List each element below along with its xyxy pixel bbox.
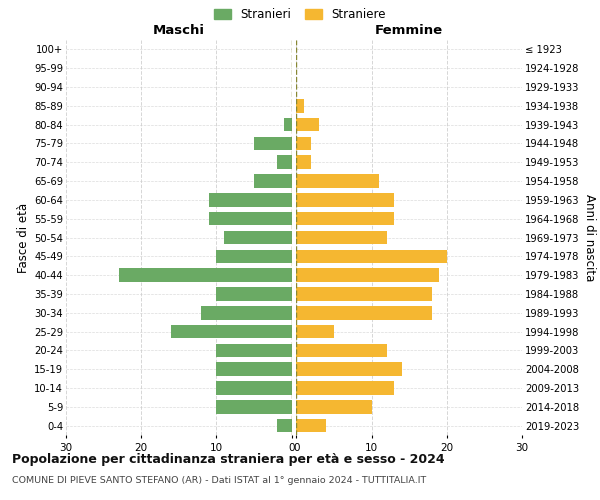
- Title: Maschi: Maschi: [153, 24, 205, 38]
- Bar: [119, 268, 292, 282]
- Bar: [296, 136, 311, 150]
- Bar: [217, 344, 292, 357]
- Bar: [296, 99, 304, 112]
- Bar: [217, 381, 292, 394]
- Bar: [296, 306, 432, 320]
- Bar: [217, 362, 292, 376]
- Bar: [296, 118, 319, 132]
- Y-axis label: Fasce di età: Fasce di età: [17, 202, 30, 272]
- Bar: [296, 400, 371, 413]
- Text: Popolazione per cittadinanza straniera per età e sesso - 2024: Popolazione per cittadinanza straniera p…: [12, 452, 445, 466]
- Bar: [224, 230, 292, 244]
- Title: Femmine: Femmine: [375, 24, 443, 38]
- Bar: [217, 287, 292, 300]
- Text: COMUNE DI PIEVE SANTO STEFANO (AR) - Dati ISTAT al 1° gennaio 2024 - TUTTITALIA.: COMUNE DI PIEVE SANTO STEFANO (AR) - Dat…: [12, 476, 426, 485]
- Bar: [296, 174, 379, 188]
- Bar: [296, 250, 447, 263]
- Bar: [296, 287, 432, 300]
- Bar: [202, 306, 292, 320]
- Bar: [209, 212, 292, 226]
- Bar: [296, 381, 394, 394]
- Bar: [296, 156, 311, 169]
- Bar: [296, 268, 439, 282]
- Legend: Stranieri, Straniere: Stranieri, Straniere: [212, 6, 388, 24]
- Bar: [217, 400, 292, 413]
- Bar: [277, 419, 292, 432]
- Bar: [209, 193, 292, 206]
- Bar: [277, 156, 292, 169]
- Bar: [296, 230, 386, 244]
- Bar: [296, 325, 334, 338]
- Bar: [296, 193, 394, 206]
- Bar: [296, 344, 386, 357]
- Bar: [284, 118, 292, 132]
- Bar: [296, 419, 326, 432]
- Bar: [254, 136, 292, 150]
- Bar: [296, 212, 394, 226]
- Bar: [172, 325, 292, 338]
- Bar: [217, 250, 292, 263]
- Y-axis label: Anni di nascita: Anni di nascita: [583, 194, 596, 281]
- Bar: [296, 362, 401, 376]
- Bar: [254, 174, 292, 188]
